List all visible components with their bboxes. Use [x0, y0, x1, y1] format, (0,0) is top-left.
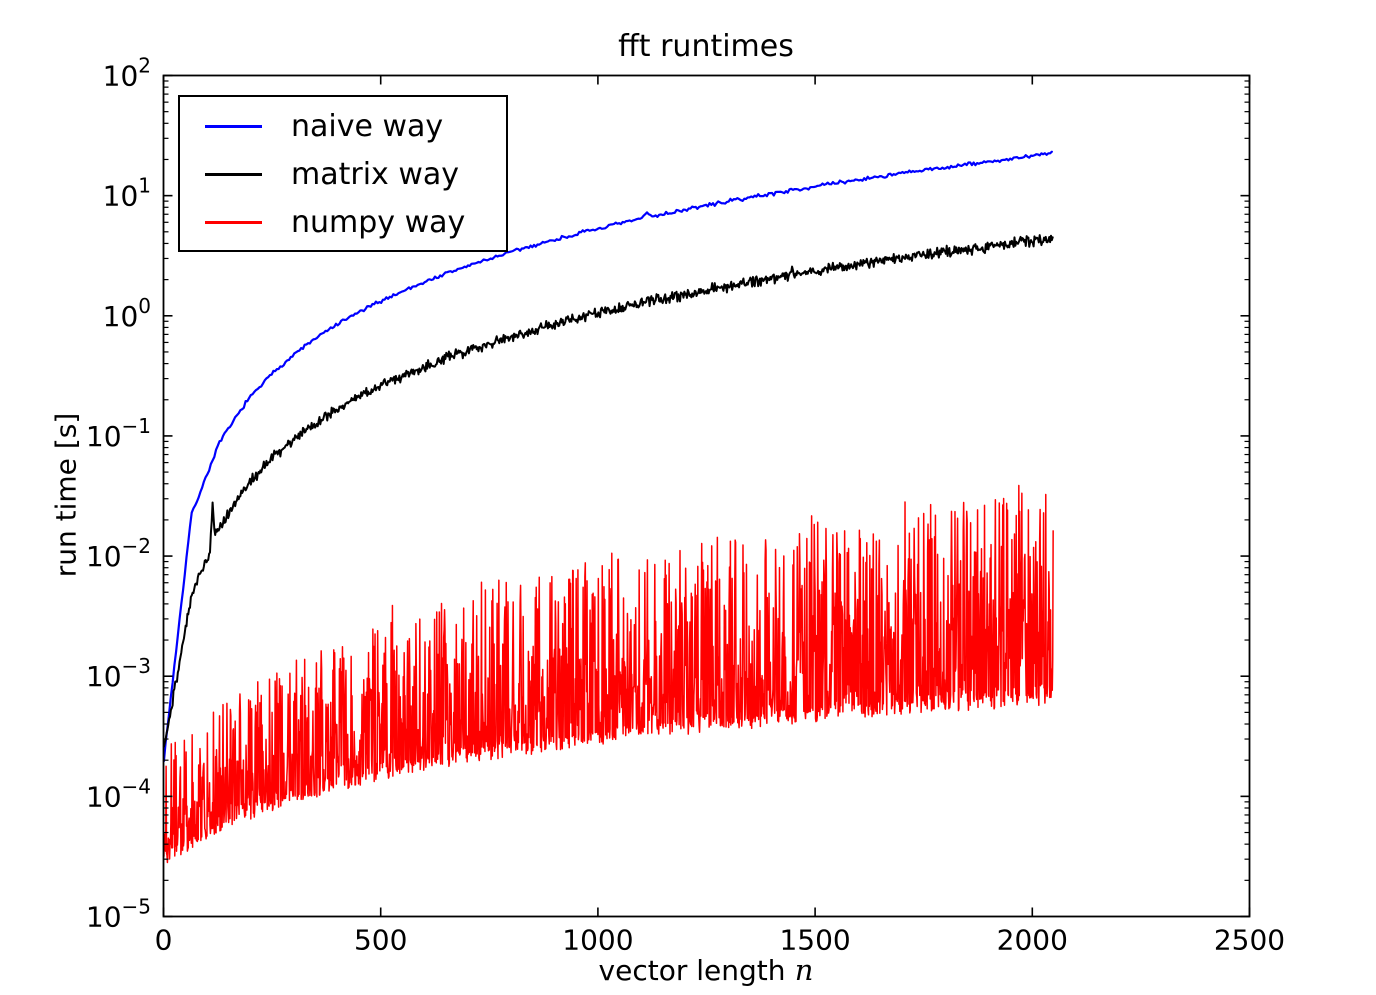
x-tick-label: 2000: [997, 924, 1068, 957]
legend-line-swatch-naive: [205, 124, 262, 128]
y-tick-labels: 102 101 100 10−1 10−2 10−3 10−4 10−5: [86, 54, 151, 934]
x-axis-label-text: vector length: [598, 954, 786, 987]
legend-label-naive: naive way: [291, 108, 444, 144]
x-tick-label: 2500: [1214, 924, 1285, 957]
legend-item-matrix-way: matrix way: [180, 150, 506, 198]
y-tick-label: 102: [103, 54, 151, 93]
series-line-matrix-way: [162, 234, 1054, 748]
y-axis-label: run time [s]: [49, 412, 83, 578]
y-tick-label: 10−3: [86, 654, 151, 693]
x-tick-label: 0: [155, 924, 173, 957]
legend-line-swatch-matrix: [205, 172, 262, 176]
x-axis-ticks: [162, 75, 1251, 917]
series-line-naive-way: [162, 150, 1053, 763]
legend-label-numpy: numpy way: [291, 204, 466, 240]
y-tick-label: 100: [103, 294, 151, 333]
x-tick-label: 1500: [779, 924, 850, 957]
legend-item-naive-way: naive way: [180, 102, 506, 150]
y-tick-label: 10−2: [86, 534, 151, 573]
y-axis-ticks: [163, 74, 1250, 918]
x-tick-labels: 0 500 1000 1500 2000 2500: [155, 924, 1286, 957]
legend-item-numpy-way: numpy way: [180, 198, 506, 246]
legend-line-swatch-numpy: [205, 220, 262, 224]
y-tick-label: 10−5: [86, 895, 151, 934]
chart-title: fft runtimes: [618, 29, 794, 64]
y-tick-label: 101: [103, 174, 151, 213]
x-tick-label: 500: [354, 924, 407, 957]
x-axis-label-variable: n: [794, 953, 814, 987]
x-tick-label: 1000: [562, 924, 633, 957]
legend: naive way matrix way numpy way: [178, 95, 508, 252]
plot-border: [162, 74, 1251, 918]
series-lines: [162, 150, 1054, 864]
y-axis-minor-ticks: [163, 80, 1250, 881]
y-tick-label: 10−1: [86, 414, 151, 453]
legend-label-matrix: matrix way: [291, 156, 460, 192]
x-axis-label: vector length n: [163, 954, 1249, 987]
y-tick-label: 10−4: [86, 774, 151, 813]
series-line-numpy-way: [163, 484, 1054, 864]
